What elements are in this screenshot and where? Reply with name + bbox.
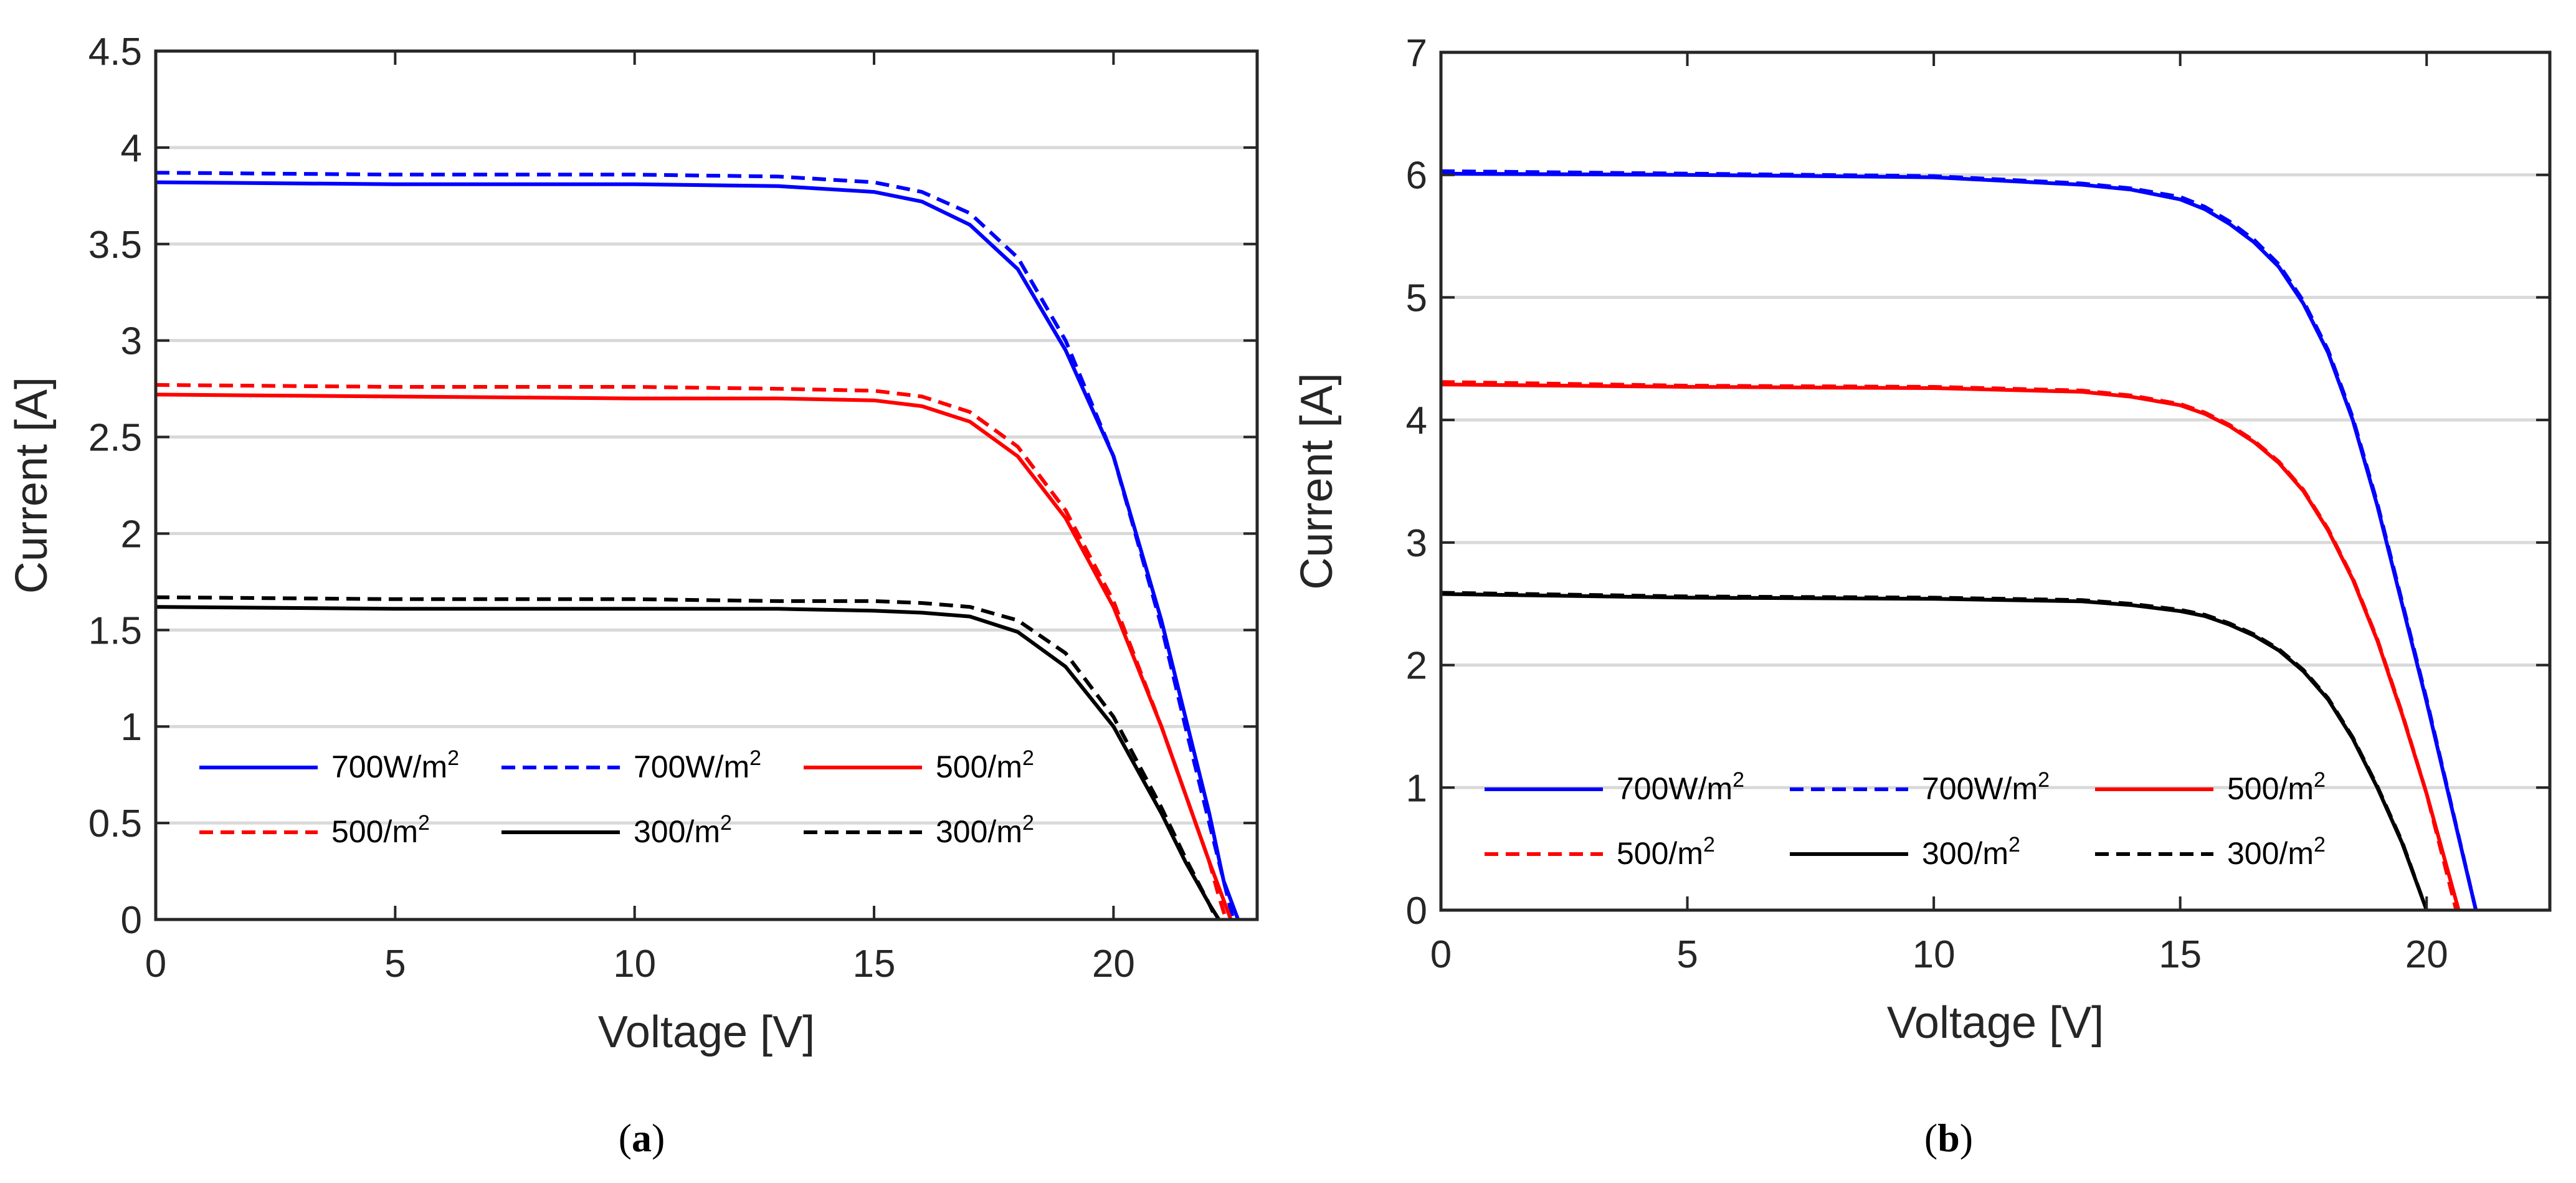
caption-a: (a) xyxy=(618,1116,665,1160)
legend-label-4: 500/m2 xyxy=(331,811,430,849)
y-tick-label: 6 xyxy=(1406,154,1427,197)
y-tick-label: 3 xyxy=(121,320,142,363)
y-tick-label: 0.5 xyxy=(88,802,142,845)
x-tick-label: 20 xyxy=(2405,933,2448,976)
series-line-2 xyxy=(155,171,1235,920)
y-tick-label: 5 xyxy=(1406,277,1427,320)
legend-label-3: 500/m2 xyxy=(2227,768,2326,806)
series-line-4 xyxy=(155,382,1228,920)
x-tick-label: 5 xyxy=(1676,933,1698,976)
x-tick-label: 20 xyxy=(1092,943,1135,986)
x-tick-label: 0 xyxy=(1430,933,1452,976)
y-tick-label: 1 xyxy=(1406,767,1427,810)
legend-label-1: 700W/m2 xyxy=(1617,768,1744,806)
series-line-3 xyxy=(1440,382,2461,911)
y-axis-label: Current [A] xyxy=(7,377,57,594)
y-tick-label: 3 xyxy=(1406,522,1427,565)
y-tick-label: 4 xyxy=(1406,399,1427,442)
x-axis-label: Voltage [V] xyxy=(598,1007,815,1057)
series-line-1 xyxy=(155,180,1240,921)
plot-area-frame xyxy=(154,49,1259,921)
chart-panel-a: 0 0.5 1 1.5 2 2.5 3 3.5 4 4.5 0 5 10 15 20 Voltage [V] C… xyxy=(7,31,1259,1160)
x-tick-label: 15 xyxy=(853,943,896,986)
series-line-3 xyxy=(155,392,1233,921)
iv-chart-a: 0 0.5 1 1.5 2 2.5 3 3.5 4 4.5 0 5 10 15 20 Voltage [V] C… xyxy=(7,31,1259,1057)
chart-panel-b: 0 1 2 3 4 5 6 7 0 5 10 15 20 Voltage [V] Current [A] 70… xyxy=(1288,0,2576,1183)
x-tick-label: 5 xyxy=(384,943,406,986)
legend-label-5: 300/m2 xyxy=(634,811,732,849)
legend-label-3: 500/m2 xyxy=(936,746,1034,784)
y-tick-label: 2 xyxy=(1406,645,1427,688)
x-tick-label: 10 xyxy=(613,943,656,986)
y-tick-label: 4 xyxy=(121,127,142,170)
x-tick-label: 15 xyxy=(2159,933,2202,976)
legend-label-4: 500/m2 xyxy=(1617,833,1715,871)
caption-b: (b) xyxy=(1924,1116,1974,1160)
y-tick-label: 4.5 xyxy=(88,31,142,74)
y-tick-label: 2.5 xyxy=(88,417,142,460)
legend-label-2: 700W/m2 xyxy=(634,746,761,784)
x-tick-label: 10 xyxy=(1913,933,1956,976)
y-tick-label: 7 xyxy=(1406,32,1427,75)
series-line-2 xyxy=(1440,169,2478,911)
y-tick-label: 0 xyxy=(121,899,142,942)
x-axis-label: Voltage [V] xyxy=(1887,998,2104,1048)
legend-label-1: 700W/m2 xyxy=(331,746,459,784)
y-tick-label: 1 xyxy=(121,706,142,749)
y-axis-label: Current [A] xyxy=(1292,373,1342,589)
iv-chart-b: 0 1 2 3 4 5 6 7 0 5 10 15 20 Voltage [V] Current [A] 70… xyxy=(1292,32,2552,1048)
y-tick-label: 0 xyxy=(1406,890,1427,933)
y-tick-label: 2 xyxy=(121,513,142,556)
y-tick-label: 1.5 xyxy=(88,609,142,652)
legend-label-2: 700W/m2 xyxy=(1922,768,2050,806)
y-tick-label: 3.5 xyxy=(88,224,142,267)
legend-label-6: 300/m2 xyxy=(936,811,1034,849)
plot-area-frame xyxy=(1439,50,2552,912)
legend-label-5: 300/m2 xyxy=(1922,833,2020,871)
series-line-4 xyxy=(1440,380,2458,911)
series-line-6 xyxy=(155,595,1219,921)
x-tick-label: 0 xyxy=(145,943,166,986)
legend-label-6: 300/m2 xyxy=(2227,833,2326,871)
